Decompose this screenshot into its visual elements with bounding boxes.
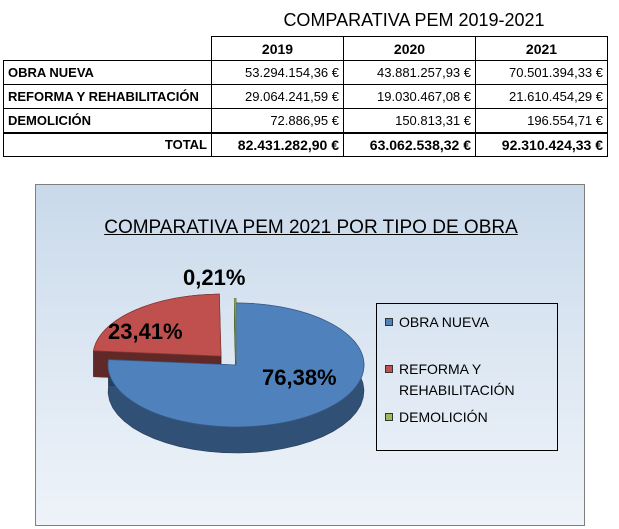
total-value: 82.431.282,90 €	[211, 131, 344, 157]
cell-value: 150.813,31 €	[343, 108, 476, 133]
legend-label: OBRA NUEVA	[399, 314, 489, 330]
legend-label: REFORMA Y	[399, 361, 482, 377]
legend-label: DEMOLICIÓN	[399, 409, 488, 425]
row-label-reforma: REFORMA Y REHABILITACIÓN	[3, 84, 212, 109]
data-label-obra-nueva: 76,38%	[262, 365, 337, 390]
header-year-2020: 2020	[343, 36, 476, 61]
table-total-row: TOTAL 82.431.282,90 € 63.062.538,32 € 92…	[3, 131, 608, 157]
header-year-2019: 2019	[211, 36, 344, 61]
cell-value: 196.554,71 €	[475, 108, 608, 133]
cell-value: 21.610.454,29 €	[475, 84, 608, 109]
pie-slices-layer	[93, 293, 365, 428]
pie-chart: 76,38% 23,41% 0,21%	[93, 265, 365, 454]
legend-label: REHABILITACIÓN	[399, 382, 515, 398]
chart-legend: OBRA NUEVA REFORMA Y REHABILITACIÓN DEMO…	[376, 303, 558, 451]
cell-value: 29.064.241,59 €	[211, 84, 344, 109]
table-title: COMPARATIVA PEM 2019-2021	[283, 10, 545, 30]
cell-value: 43.881.257,93 €	[343, 60, 476, 85]
table-row: REFORMA Y REHABILITACIÓN 29.064.241,59 €…	[3, 84, 608, 109]
row-label-demolicion: DEMOLICIÓN	[3, 108, 212, 133]
table-row: OBRA NUEVA 53.294.154,36 € 43.881.257,93…	[3, 60, 608, 85]
pem-comparison-table: 2019 2020 2021 OBRA NUEVA 53.294.154,36 …	[3, 36, 608, 157]
cell-value: 70.501.394,33 €	[475, 60, 608, 85]
total-value: 63.062.538,32 €	[343, 131, 476, 157]
pie-slice-reforma	[93, 293, 222, 357]
data-label-demolicion: 0,21%	[183, 265, 245, 290]
cell-value: 72.886,95 €	[211, 108, 344, 133]
pie-chart-area: COMPARATIVA PEM 2021 POR TIPO DE OBRA 76…	[35, 184, 585, 526]
data-label-reforma: 23,41%	[108, 319, 183, 344]
header-blank-cell	[4, 37, 212, 61]
header-year-2021: 2021	[475, 36, 608, 61]
total-label: TOTAL	[3, 131, 212, 157]
pie-slice-demolicion	[233, 298, 237, 361]
cell-value: 53.294.154,36 €	[211, 60, 344, 85]
cell-value: 19.030.467,08 €	[343, 84, 476, 109]
row-label-obra-nueva: OBRA NUEVA	[3, 60, 212, 85]
table-row: DEMOLICIÓN 72.886,95 € 150.813,31 € 196.…	[3, 108, 608, 133]
table-header-row: 2019 2020 2021	[4, 36, 608, 61]
chart-title: COMPARATIVA PEM 2021 POR TIPO DE OBRA	[104, 217, 518, 238]
legend-swatch-blue	[385, 318, 393, 326]
legend-swatch-red	[385, 365, 393, 373]
legend-swatch-green	[385, 413, 393, 421]
total-value: 92.310.424,33 €	[475, 131, 608, 157]
pie-slice-obra-nueva	[107, 302, 365, 428]
